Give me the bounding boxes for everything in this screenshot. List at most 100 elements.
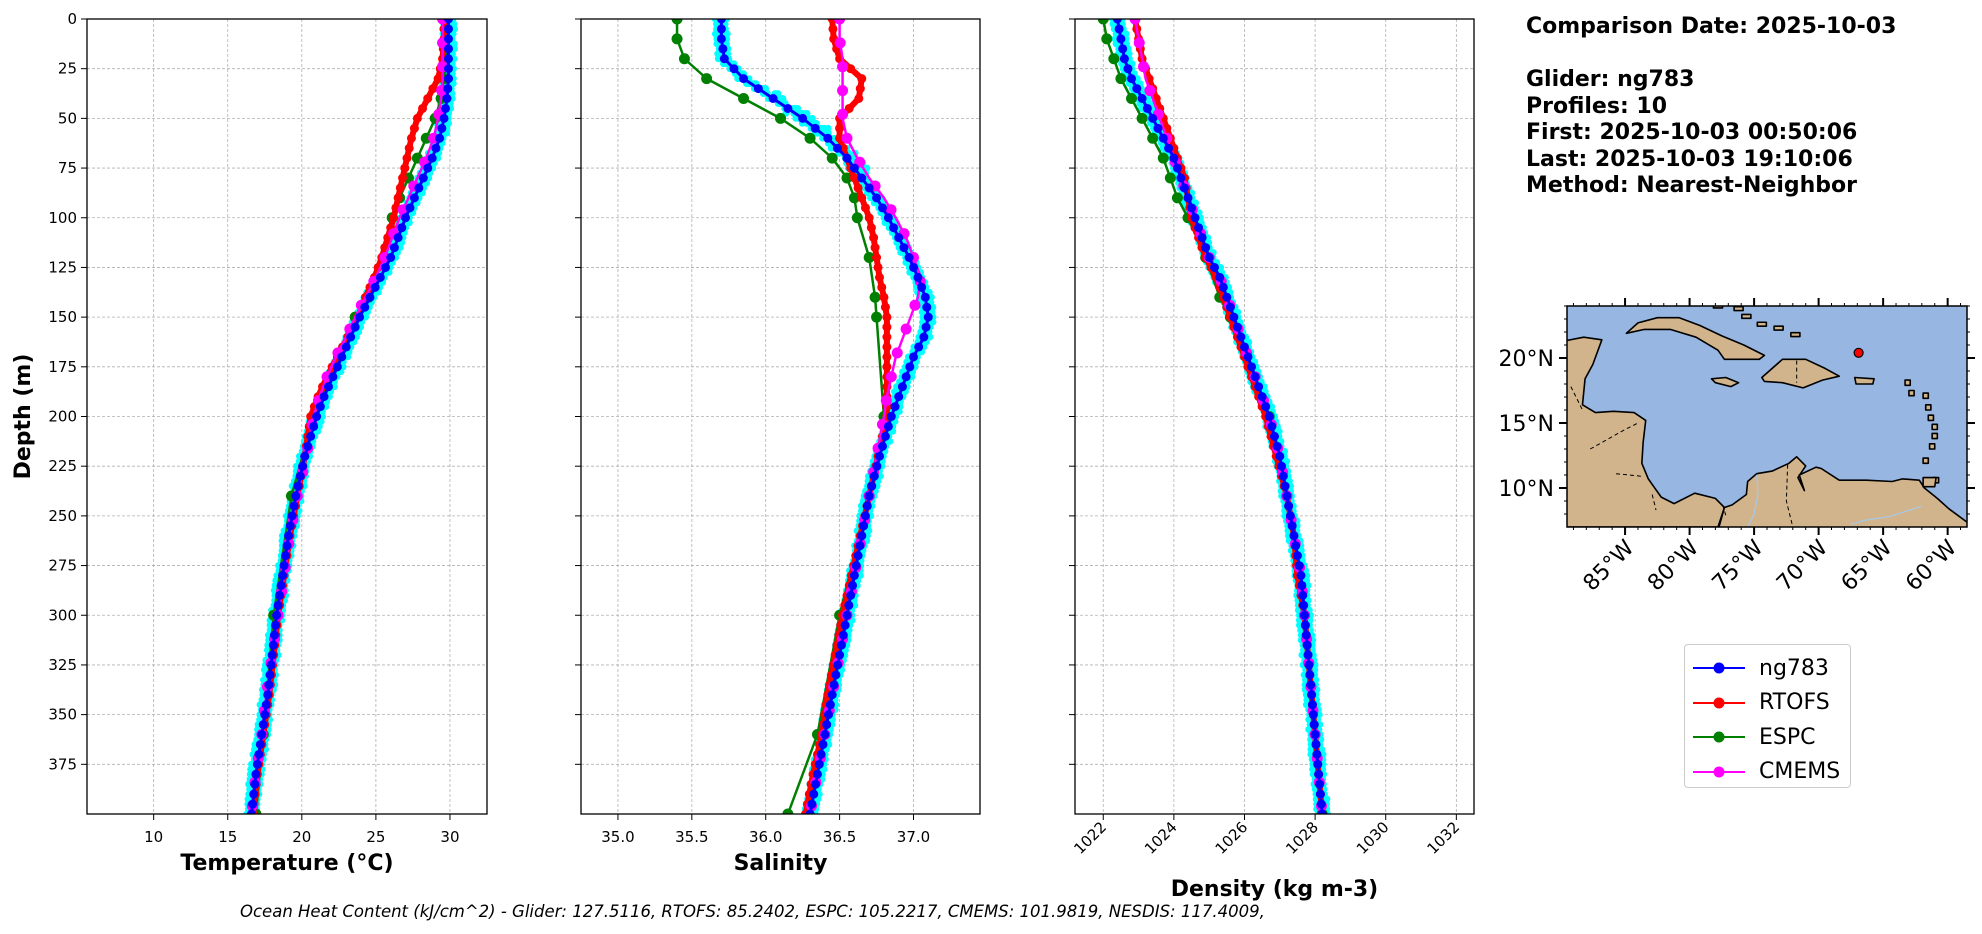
series-point-ng783 [823,133,833,143]
series-point-ng783 [875,451,885,461]
series-point-ng783 [877,203,887,213]
series-point-ng783 [909,352,918,362]
series-point-rtofs [409,123,419,133]
series-point-ng783 [833,660,843,670]
glider-profile-point [330,383,338,391]
glider-profile-point [344,353,352,361]
grid [581,18,980,814]
series-point-ng783 [271,620,281,630]
series-point-ng783 [798,113,808,123]
series-point-ng783 [920,292,930,302]
x-tick-label: 10 [144,828,163,846]
series-point-rtofs [882,352,892,362]
glider-profile-point [774,90,782,97]
series-point-ng783 [285,521,295,531]
series-point-ng783 [824,710,834,720]
series-point-ng783 [443,84,453,94]
series-point-ng783 [251,769,261,779]
grid [1075,18,1474,814]
series-point-espc [804,132,816,144]
series-point-rtofs [395,183,405,193]
series-point-rtofs [389,213,399,223]
series-point-rtofs [877,282,887,292]
series-point-ng783 [905,362,915,372]
y-tick-label: 25 [58,60,77,78]
series-point-rtofs [873,262,883,272]
series-point-ng783 [919,332,929,342]
series-point-ng783 [872,461,882,471]
x-axis-label: Temperature (°C) [180,851,393,876]
series-point-ng783 [409,193,419,203]
y-tick-label: 325 [48,656,77,674]
x-tick-label: 36.0 [749,828,782,846]
glider-profile-point [353,333,361,341]
series-point-rtofs [404,143,414,153]
series-point-ng783 [909,262,918,272]
series-point-rtofs [855,84,865,94]
series-point-ng783 [862,501,872,511]
series-point-rtofs [400,163,410,173]
series-point-ng783 [883,213,893,223]
series-ng783 [246,19,453,814]
y-tick-label: 250 [48,507,77,525]
series-point-ng783 [442,94,452,103]
series-point-ng783 [401,213,411,223]
series-point-ng783 [393,233,403,243]
glider-profile-point [908,373,916,381]
series-point-ng783 [869,471,879,481]
series-point-ng783 [890,402,900,412]
series-point-espc [869,291,881,303]
series-point-ng783 [832,143,842,153]
series-point-ng783 [809,789,819,799]
series-point-ng783 [300,451,310,461]
x-axis-label: Salinity [734,851,828,876]
series-point-ng783 [921,322,931,332]
y-tick-label: 150 [48,308,77,326]
series-point-ng783 [716,19,726,24]
series-point-ng783 [267,650,277,660]
series-point-rtofs [869,233,879,243]
glider-profile-point [450,20,458,28]
series-point-ng783 [805,809,815,814]
series-point-espc [848,192,860,204]
series-point-ng783 [269,630,279,640]
series-point-rtofs [854,94,864,103]
series-point-ng783 [716,24,726,34]
series-point-ng783 [443,24,453,34]
series-point-rtofs [428,84,438,94]
x-tick-label: 30 [440,828,459,846]
series-point-rtofs [857,74,867,84]
series-point-ng783 [435,133,445,143]
series-point-rtofs [882,362,892,372]
y-tick-label: 0 [67,10,77,28]
series-point-cmems [841,132,853,144]
series-point-ng783 [818,739,828,749]
series-point-ng783 [355,312,365,322]
series-point-ng783 [350,322,360,332]
series-point-cmems [909,299,921,311]
axes-frame [580,18,981,815]
series-point-ng783 [851,561,861,571]
series-point-cmems [880,395,892,407]
series-point-ng783 [842,153,852,163]
series-point-ng783 [437,123,447,133]
series-point-ng783 [319,392,329,402]
series-point-ng783 [275,590,285,600]
series-point-ng783 [753,84,763,94]
plot-area [671,19,937,814]
series-point-ng783 [439,113,449,123]
series-point-ng783 [306,431,316,441]
series-point-ng783 [894,392,904,402]
series-point-espc [851,212,863,224]
series-point-cmems [885,204,897,216]
x-tick-label: 35.5 [675,828,708,846]
series-point-ng783 [431,143,441,153]
series-point-ng783 [273,600,283,610]
series-ng783 [716,19,933,814]
glider-profile-point [443,129,451,137]
series-point-espc [782,808,794,814]
series-point-ng783 [255,739,265,749]
series-point-ng783 [872,193,882,203]
